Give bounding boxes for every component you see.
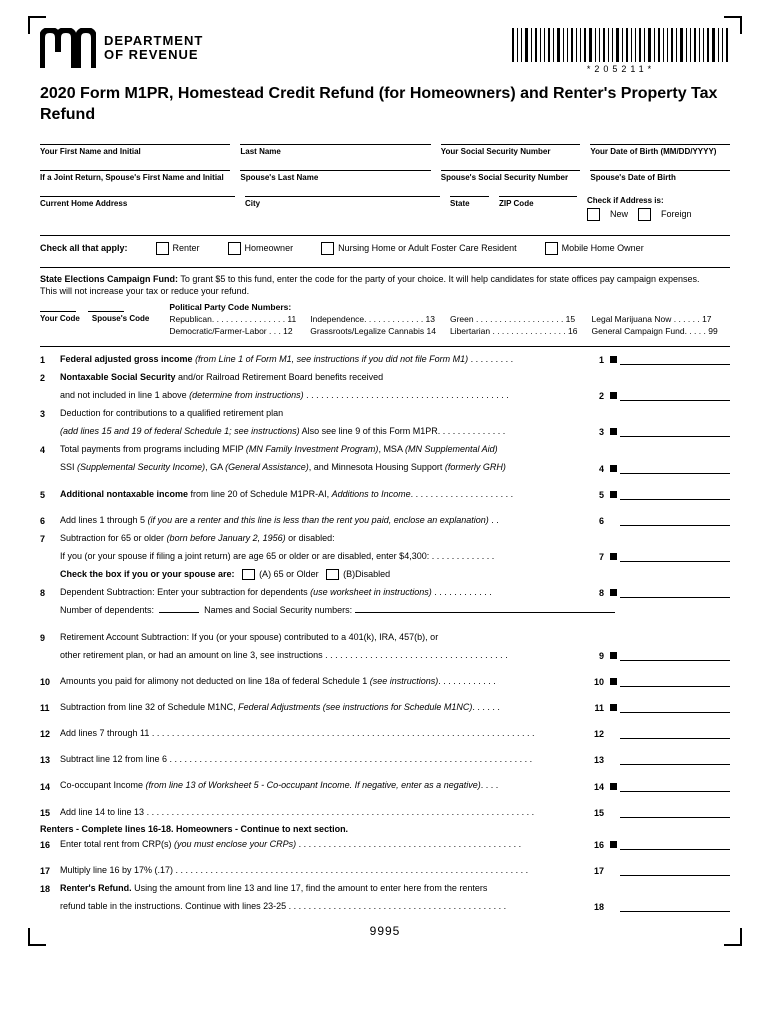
form-line: refund table in the instructions. Contin…	[40, 900, 730, 912]
campaign-fund-section: State Elections Campaign Fund: To grant …	[40, 267, 730, 296]
field-spouse-dob[interactable]: Spouse's Date of Birth	[590, 170, 730, 182]
party-option: Grassroots/Legalize Cannabis 14	[310, 326, 436, 336]
party-option: Democratic/Farmer-Labor . . . 12	[169, 326, 296, 336]
form-line: Check the box if you or your spouse are:…	[40, 568, 730, 580]
form-lines-section: 1Federal adjusted gross income (from Lin…	[40, 346, 730, 818]
form-line: 7Subtraction for 65 or older (born befor…	[40, 532, 730, 544]
form-line: 3Deduction for contributions to a qualif…	[40, 407, 730, 419]
form-line: 17Multiply line 16 by 17% (.17) . . . . …	[40, 864, 730, 876]
field-address[interactable]: Current Home Address	[40, 196, 235, 221]
form-line: SSI (Supplemental Security Income), GA (…	[40, 461, 730, 473]
form-line: and not included in line 1 above (determ…	[40, 389, 730, 401]
amount-input[interactable]	[620, 839, 730, 850]
form-line: 13Subtract line 12 from line 6 . . . . .…	[40, 753, 730, 765]
party-option: Independence. . . . . . . . . . . . . 13	[310, 314, 436, 324]
form-line: 5Additional nontaxable income from line …	[40, 488, 730, 500]
amount-input[interactable]	[620, 650, 730, 661]
form-line: 14Co-occupant Income (from line 13 of Wo…	[40, 779, 730, 791]
amount-input[interactable]	[620, 587, 730, 598]
amount-input[interactable]	[620, 901, 730, 912]
barcode-icon	[512, 28, 730, 62]
form-line: other retirement plan, or had an amount …	[40, 649, 730, 661]
form-line: 11Subtraction from line 32 of Schedule M…	[40, 701, 730, 713]
field-spouse-first[interactable]: If a Joint Return, Spouse's First Name a…	[40, 170, 230, 182]
checkbox-mobile[interactable]	[545, 242, 558, 255]
amount-input[interactable]	[620, 489, 730, 500]
amount-input[interactable]	[620, 676, 730, 687]
party-option: General Campaign Fund. . . . . 99	[592, 326, 718, 336]
field-spouse-ssn[interactable]: Spouse's Social Security Number	[441, 170, 581, 182]
field-last-name[interactable]: Last Name	[240, 144, 430, 156]
form-line: 1Federal adjusted gross income (from Lin…	[40, 353, 730, 365]
amount-input[interactable]	[620, 807, 730, 818]
checkbox-address-new[interactable]	[587, 208, 600, 221]
amount-input[interactable]	[620, 865, 730, 876]
amount-input[interactable]	[620, 754, 730, 765]
barcode-block: *205211*	[512, 28, 730, 74]
party-option: Libertarian . . . . . . . . . . . . . . …	[450, 326, 578, 336]
form-line: If you (or your spouse if filing a joint…	[40, 550, 730, 562]
party-option: Legal Marijuana Now . . . . . . 17	[592, 314, 718, 324]
checkbox-address-foreign[interactable]	[638, 208, 651, 221]
checkbox-renter[interactable]	[156, 242, 169, 255]
check-apply-row: Check all that apply: Renter Homeowner N…	[40, 235, 730, 255]
footer-code: 9995	[40, 924, 730, 938]
field-first-name[interactable]: Your First Name and Initial	[40, 144, 230, 156]
renters-lines-section: 16Enter total rent from CRP(s) (you must…	[40, 838, 730, 913]
your-code-input[interactable]	[40, 302, 76, 312]
mn-logo-icon	[40, 28, 96, 68]
address-check-group: Check if Address is: New Foreign	[587, 196, 730, 221]
form-line: 12Add lines 7 through 11 . . . . . . . .…	[40, 727, 730, 739]
field-state[interactable]: State	[450, 196, 489, 221]
field-ssn[interactable]: Your Social Security Number	[441, 144, 581, 156]
logo-block: DEPARTMENT OF REVENUE	[40, 28, 203, 68]
form-line: 15Add line 14 to line 13 . . . . . . . .…	[40, 806, 730, 818]
dept-line1: DEPARTMENT	[104, 34, 203, 48]
form-line: 10Amounts you paid for alimony not deduc…	[40, 675, 730, 687]
dept-line2: OF REVENUE	[104, 48, 203, 62]
form-title: 2020 Form M1PR, Homestead Credit Refund …	[40, 84, 730, 126]
checkbox-nursing[interactable]	[321, 242, 334, 255]
party-option: Green . . . . . . . . . . . . . . . . . …	[450, 314, 578, 324]
amount-input[interactable]	[620, 390, 730, 401]
amount-input[interactable]	[620, 354, 730, 365]
form-line: 6Add lines 1 through 5 (if you are a ren…	[40, 514, 730, 526]
form-line: 16Enter total rent from CRP(s) (you must…	[40, 838, 730, 850]
amount-input[interactable]	[620, 463, 730, 474]
amount-input[interactable]	[620, 702, 730, 713]
form-line: (add lines 15 and 19 of federal Schedule…	[40, 425, 730, 437]
form-line: 18Renter's Refund. Using the amount from…	[40, 882, 730, 894]
spouse-code-input[interactable]	[88, 302, 124, 312]
checkbox-homeowner[interactable]	[228, 242, 241, 255]
form-line: 9Retirement Account Subtraction: If you …	[40, 631, 730, 643]
amount-input[interactable]	[620, 781, 730, 792]
amount-input[interactable]	[620, 515, 730, 526]
renters-section-head: Renters - Complete lines 16-18. Homeowne…	[40, 824, 730, 834]
form-line: 4Total payments from programs including …	[40, 443, 730, 455]
form-line: 2Nontaxable Social Security and/or Railr…	[40, 371, 730, 383]
field-city[interactable]: City	[245, 196, 440, 221]
amount-input[interactable]	[620, 728, 730, 739]
field-spouse-last[interactable]: Spouse's Last Name	[240, 170, 430, 182]
field-dob[interactable]: Your Date of Birth (MM/DD/YYYY)	[590, 144, 730, 156]
party-option: Republican. . . . . . . . . . . . . . . …	[169, 314, 296, 324]
party-code-block: Your Code Spouse's Code Political Party …	[40, 302, 730, 336]
field-zip[interactable]: ZIP Code	[499, 196, 577, 221]
form-line: Number of dependents: Names and Social S…	[40, 604, 730, 616]
form-line: 8Dependent Subtraction: Enter your subtr…	[40, 586, 730, 598]
page-header: DEPARTMENT OF REVENUE *205211*	[40, 28, 730, 74]
barcode-text: *205211*	[512, 64, 730, 74]
check-apply-label: Check all that apply:	[40, 243, 128, 253]
amount-input[interactable]	[620, 551, 730, 562]
amount-input[interactable]	[620, 426, 730, 437]
